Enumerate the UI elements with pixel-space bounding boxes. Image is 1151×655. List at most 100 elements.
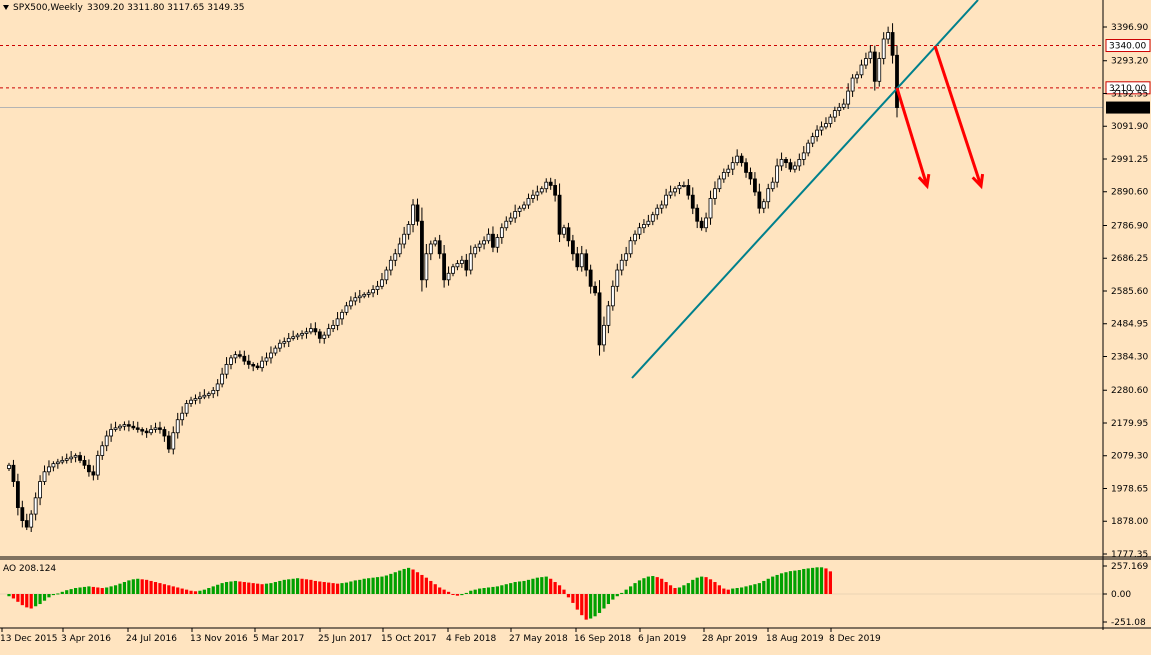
candle-body [526,198,531,206]
ao-bar [664,582,668,594]
candle-body [344,305,349,313]
ao-bar [260,584,264,594]
candle-body [824,123,828,128]
ao-bar [677,587,682,594]
price-tick-label: 2179.95 [1111,419,1148,429]
ao-bar [668,585,673,594]
ao-bar [722,588,726,594]
price-panel[interactable] [0,0,1103,557]
red-arrow[interactable] [895,87,929,187]
ao-bar [704,577,708,594]
candle-body [171,432,176,450]
ao-bar [278,580,282,594]
ao-bar [136,578,140,594]
ao-bar [65,590,69,594]
candle-body [766,188,771,203]
price-tick-label: 2786.90 [1111,221,1148,231]
ao-bar [318,581,322,594]
ao-bar [256,583,260,594]
time-tick-label: 13 Nov 2016 [190,634,248,644]
chart-header: SPX500,Weekly 3309.20 3311.80 3117.65 31… [3,3,244,13]
ao-bar [438,587,442,594]
ao-bar [629,586,633,594]
candle-body [269,352,273,359]
candle-body [397,243,402,255]
candle-body [468,253,473,271]
ao-bar [495,586,499,594]
candle-body [33,497,38,515]
candle-body [7,464,11,469]
ao-bar [29,594,33,609]
candle-body [686,185,691,196]
candle-body [420,220,424,281]
arrow-head-icon [917,173,931,190]
ao-bar [51,594,55,596]
candle-body [815,129,819,138]
price-tick-label: 1878.00 [1111,517,1148,527]
triangle-down-icon[interactable] [3,5,9,10]
candle-body [353,297,358,302]
price-tick-label: 2484.95 [1111,320,1148,330]
ao-bar [779,573,784,594]
price-tick-label: 2686.25 [1111,254,1148,264]
ao-bar [233,580,238,594]
ao-bar [549,578,553,594]
drawn-objects[interactable] [631,0,985,379]
ao-bar [651,576,655,594]
level-price-badge [1105,39,1151,53]
candle-body [881,38,886,59]
ao-bar [815,567,819,594]
ao-bar [207,588,211,594]
ao-bar [25,594,29,608]
ao-bar [20,594,24,606]
ao-bar [482,588,486,594]
price-tick-label: 1978.65 [1111,484,1148,494]
candle-body [87,464,91,473]
ao-bar [47,594,51,598]
ao-bar [624,589,628,594]
candle-body [570,240,575,255]
candle-body [642,224,646,229]
level-price-label: 3210.00 [1109,84,1146,94]
ao-bar [109,586,113,594]
candle-body [553,185,558,196]
price-axis[interactable]: 3396.90 3293.20 3192.55 3091.90 2991.25 2890.… [1103,23,1148,560]
ao-bar [100,588,104,594]
level-price-badge [1105,81,1151,95]
ao-bar [229,581,233,594]
candle-body [193,398,198,401]
ao-bar [296,578,300,594]
ao-bar [82,586,87,594]
time-tick-label: 25 Jun 2017 [318,634,372,644]
trendline[interactable] [631,0,979,379]
candle-body [557,194,562,235]
candle-body [29,513,34,528]
ao-bar [575,594,579,610]
red-arrow[interactable] [933,45,983,187]
candle-body [664,194,669,206]
candle-body [704,217,708,229]
ao-indicator-panel[interactable]: 257.169 0.00 -251.08 [0,562,1148,628]
time-axis[interactable]: 13 Dec 2015 3 Apr 2016 24 Jul 2016 13 Nov 2… [0,628,881,644]
ao-bar [402,568,406,594]
candle-body [229,357,233,365]
ao-bar [87,586,91,594]
candle-body [60,459,65,463]
candle-body [126,424,131,427]
ao-bar [819,567,824,594]
price-panel-background [0,0,1103,557]
candle-body [531,194,535,199]
candle-body [113,427,118,430]
horizontal-levels[interactable]: 3340.00 3210.00 [0,39,1151,95]
price-tick-label: 2991.25 [1111,155,1148,165]
ao-bar [762,580,766,594]
candle-body [739,155,744,164]
ao-bar [460,594,464,596]
ao-bar [211,586,215,594]
ao-bar [526,579,531,594]
candle-body [206,393,211,396]
time-tick-label: 13 Dec 2015 [0,634,58,644]
ao-bar [362,578,366,594]
